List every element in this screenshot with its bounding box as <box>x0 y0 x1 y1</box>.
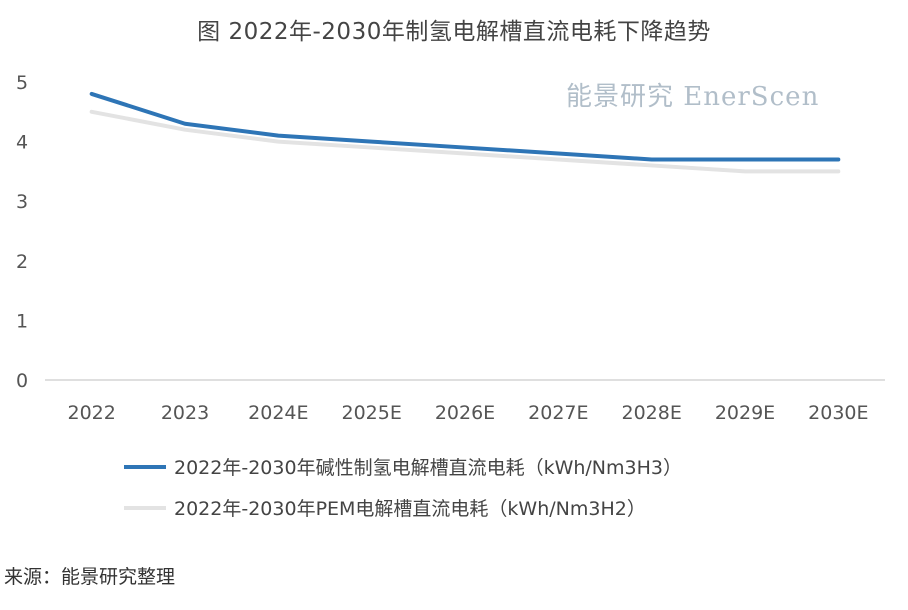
watermark: 能景研究 EnerScen <box>566 82 820 112</box>
chart-title: 图 2022年-2030年制氢电解槽直流电耗下降趋势 <box>197 19 711 45</box>
y-tick-label: 4 <box>16 132 28 154</box>
y-tick-label: 3 <box>16 191 28 213</box>
series-line-1 <box>89 109 841 174</box>
x-tick-label: 2029E <box>715 402 775 424</box>
x-tick-label: 2030E <box>808 402 868 424</box>
legend-label-0: 2022年-2030年碱性制氢电解槽直流电耗（kWh/Nm3H3） <box>174 457 682 479</box>
legend: 2022年-2030年碱性制氢电解槽直流电耗（kWh/Nm3H3） 2022年-2… <box>124 457 682 520</box>
x-tick-label: 2024E <box>248 402 308 424</box>
y-tick-label: 1 <box>16 310 28 332</box>
legend-label-1: 2022年-2030年PEM电解槽直流电耗（kWh/Nm3H2） <box>174 498 646 520</box>
x-tick-label: 2027E <box>528 402 588 424</box>
y-tick-label: 0 <box>16 370 28 392</box>
x-tick-label: 2028E <box>621 402 681 424</box>
x-tick-label: 2023 <box>161 402 209 424</box>
y-tick-label: 2 <box>16 251 28 273</box>
x-tick-label: 2025E <box>341 402 401 424</box>
series-lines <box>89 91 841 174</box>
series-line-0 <box>89 91 841 162</box>
y-axis-ticks: 0 1 2 3 4 5 <box>16 72 28 392</box>
y-tick-label: 5 <box>16 72 28 94</box>
source-note: 来源：能景研究整理 <box>4 566 176 588</box>
x-tick-label: 2022 <box>67 402 115 424</box>
x-axis-ticks: 2022 2023 2024E 2025E 2026E 2027E 2028E 2029E 20… <box>67 402 868 424</box>
x-tick-label: 2026E <box>435 402 495 424</box>
